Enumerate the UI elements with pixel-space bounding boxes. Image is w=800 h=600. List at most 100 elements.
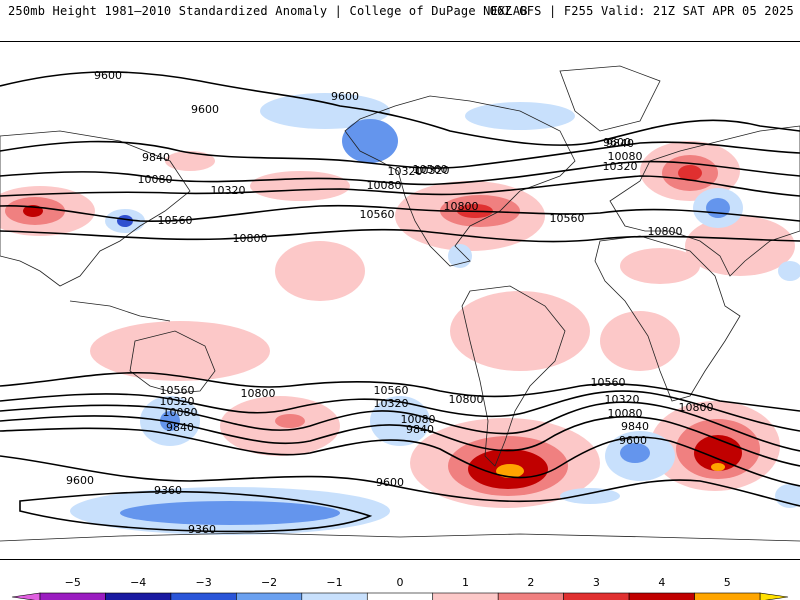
south-america-coast [461, 285, 566, 467]
indonesia-coast [69, 300, 171, 322]
anomaly-negative-region [560, 488, 620, 504]
greenland-coast [559, 65, 661, 132]
anomaly-negative-region [160, 411, 180, 431]
anomaly-positive-region [620, 248, 700, 284]
contour-label: 10320 [603, 160, 638, 173]
contour-label: 9840 [621, 420, 649, 433]
height-contours [0, 71, 800, 533]
anomaly-negative-region [706, 198, 730, 218]
africa-coast [594, 235, 741, 402]
contour-label: 9360 [188, 523, 216, 536]
contour-10320-north [0, 175, 800, 197]
anomaly-positive-region [250, 171, 350, 201]
colorbar-bin [366, 592, 434, 600]
anomaly-positive-region [450, 291, 590, 371]
contour-label: 9840 [142, 151, 170, 164]
colorbar-tick-label: −5 [65, 576, 81, 589]
colorbar-bin [563, 592, 630, 600]
contour-label: 10560 [591, 376, 626, 389]
eurasia-east-coast [0, 130, 191, 287]
contour-label: 10800 [444, 200, 479, 213]
colorbar-tick-label: 0 [397, 576, 404, 589]
anomaly-negative-region [448, 244, 472, 268]
contour-label: 10080 [608, 150, 643, 163]
contour-label: 10560 [413, 163, 448, 176]
contour-label: 10560 [374, 384, 409, 397]
contour-label: 9840 [606, 137, 634, 150]
contour-9840-south [0, 427, 800, 487]
colorbar-tick-label: −4 [130, 576, 146, 589]
contour-label: 10560 [360, 208, 395, 221]
anomaly-negative-region [370, 396, 430, 446]
anomaly-negative-region [778, 261, 800, 281]
anomaly-negative-region [342, 119, 398, 163]
contour-10080-south [0, 415, 800, 467]
anomaly-colorbar: −5 −4 −3 −2 −1 0 1 2 3 4 5 [11, 576, 789, 600]
anomaly-negative-region [117, 215, 133, 227]
anomaly-positive-region [600, 311, 680, 371]
colorbar-tick-label: −1 [326, 576, 342, 589]
contour-label: 10080 [367, 179, 402, 192]
contour-9360-south [19, 490, 373, 533]
colorbar-bin [170, 592, 237, 600]
contour-label: 9600 [94, 69, 122, 82]
anomaly-positive-region [678, 165, 702, 181]
contour-label: 9600 [619, 434, 647, 447]
anomaly-positive-region [711, 463, 725, 471]
contour-label: 10320 [388, 165, 423, 178]
anomaly-negative-region [260, 93, 390, 129]
coastlines [0, 65, 800, 542]
contour-10080-north [0, 160, 800, 186]
colorbar-max-arrow [759, 592, 789, 600]
colorbar-bin [628, 592, 695, 600]
contour-label: 10080 [401, 413, 436, 426]
anomaly-negative-region [620, 443, 650, 463]
contour-label: 10560 [160, 384, 195, 397]
colorbar-bin [497, 592, 564, 600]
contour-label: 10560 [550, 212, 585, 225]
contour-label: 10080 [163, 406, 198, 419]
eurasia-coast [609, 125, 800, 277]
contour-label: 10560 [158, 214, 193, 227]
contour-label: 10320 [415, 164, 450, 177]
colorbar-tick-label: 2 [527, 576, 534, 589]
contour-10800-south [0, 371, 800, 412]
map-panel: 9600960096009840100801032010560108009600… [0, 41, 800, 560]
contour-10560-north [0, 204, 800, 222]
contour-label: 9360 [154, 484, 182, 497]
contour-10320-south [0, 401, 800, 452]
contour-label: 10800 [679, 401, 714, 414]
north-america-coast [344, 95, 576, 267]
colorbar-bin [39, 592, 106, 600]
contour-label: 9600 [376, 476, 404, 489]
contour-label: 10320 [160, 395, 195, 408]
antarctica-coast [0, 532, 800, 542]
contour-label: 10320 [374, 397, 409, 410]
contour-label: 9600 [191, 103, 219, 116]
contour-label: 10800 [233, 232, 268, 245]
colorbar-tick-label: 4 [658, 576, 665, 589]
contour-label: 9600 [66, 474, 94, 487]
anomaly-shading [0, 93, 800, 535]
colorbar-bin [105, 592, 172, 600]
contour-label: 9600 [331, 90, 359, 103]
contour-label: 10320 [605, 393, 640, 406]
anomaly-map: 9600960096009840100801032010560108009600… [0, 65, 800, 542]
model-run-info: 06Z GFS | F255 Valid: 21Z SAT APR 05 202… [489, 4, 794, 18]
colorbar-tick-label: 1 [462, 576, 469, 589]
contour-9600-south [0, 455, 800, 507]
anomaly-positive-region [275, 414, 305, 428]
contour-label: 9840 [166, 421, 194, 434]
contour-label: 10800 [449, 393, 484, 406]
anomaly-positive-region [685, 216, 795, 276]
colorbar-tick-label: 3 [593, 576, 600, 589]
contour-label: 10800 [241, 387, 276, 400]
colorbar-tick-label: −2 [261, 576, 277, 589]
anomaly-positive-region [165, 151, 215, 171]
colorbar-bin [301, 592, 368, 600]
australia-coast [129, 330, 216, 394]
map-title: 250mb Height 1981–2010 Standardized Anom… [8, 4, 528, 18]
contour-label: 10080 [138, 173, 173, 186]
anomaly-negative-region [120, 501, 340, 525]
contour-label: 10800 [648, 225, 683, 238]
